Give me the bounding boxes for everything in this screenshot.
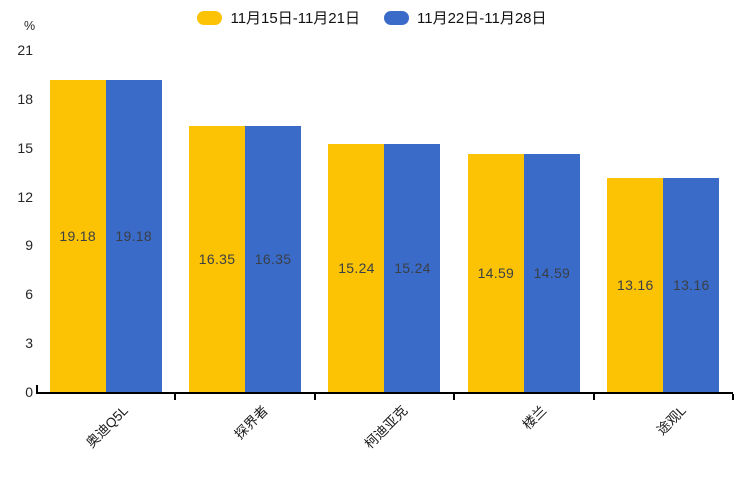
legend-item-series-1[interactable]: 11月15日-11月21日 [197,7,360,28]
y-axis-unit-label: % [24,19,36,33]
bar-series1-3[interactable]: 15.24 [328,143,385,392]
bar-group-3: 15.24 15.24 [315,50,454,392]
bar-value-label: 19.18 [59,227,96,244]
y-tick-label: 15 [17,139,33,156]
bar-value-label: 13.16 [617,276,654,293]
legend: 11月15日-11月21日 11月22日-11月28日 [0,7,744,28]
plot-area: 19.18 19.18 奥迪Q5L 16.35 16.35 探界者 15.24 15.24 柯迪… [36,50,734,452]
bar-value-label: 16.35 [254,250,292,267]
bar-group-2: 16.35 16.35 [175,50,314,392]
bar-group-1: 19.18 19.18 [36,50,175,392]
x-axis-tick [732,394,734,400]
y-tick-label: 9 [25,237,33,254]
y-tick-label: 0 [25,384,33,400]
legend-label: 11月15日-11月21日 [230,10,360,27]
bar-series2-4[interactable]: 14.59 [523,154,580,392]
bar-series2-2[interactable]: 16.35 [245,125,302,392]
y-tick-label: 18 [17,90,33,107]
bar-series1-2[interactable]: 16.35 [189,125,246,392]
y-tick-label: 21 [17,42,33,58]
bar-series2-5[interactable]: 13.16 [663,177,720,392]
x-axis-tick [592,394,595,400]
x-axis-tick [453,394,456,400]
bar-series2-1[interactable]: 19.18 [105,79,162,392]
bar-value-label: 15.24 [394,259,431,276]
bar-value-label: 15.24 [338,259,375,276]
y-axis: 0 3 6 9 12 15 18 21 [0,42,33,400]
bar-series2-3[interactable]: 15.24 [384,143,441,392]
legend-swatch [384,10,409,25]
legend-swatch [197,10,223,25]
x-axis-line [36,392,733,394]
bar-value-label: 14.59 [533,265,571,282]
bar-series1-1[interactable]: 19.18 [49,79,106,392]
bar-group-5: 13.16 13.16 [594,50,733,392]
y-tick-label: 3 [25,335,33,352]
axis-origin-tick [36,385,38,394]
bar-value-label: 19.18 [115,227,152,244]
legend-label: 11月22日-11月28日 [417,10,547,27]
bar-value-label: 16.35 [198,250,236,267]
bar-series1-5[interactable]: 13.16 [607,177,664,392]
bar-value-label: 13.16 [673,276,710,293]
x-axis-tick [313,394,316,400]
bar-series1-4[interactable]: 14.59 [467,154,524,392]
y-tick-label: 6 [25,286,33,303]
y-tick-label: 12 [17,188,33,205]
bar-value-label: 14.59 [477,265,515,282]
x-axis-tick [174,394,177,400]
bar-group-4: 14.59 14.59 [454,50,593,392]
legend-item-series-2[interactable]: 11月22日-11月28日 [384,7,547,28]
